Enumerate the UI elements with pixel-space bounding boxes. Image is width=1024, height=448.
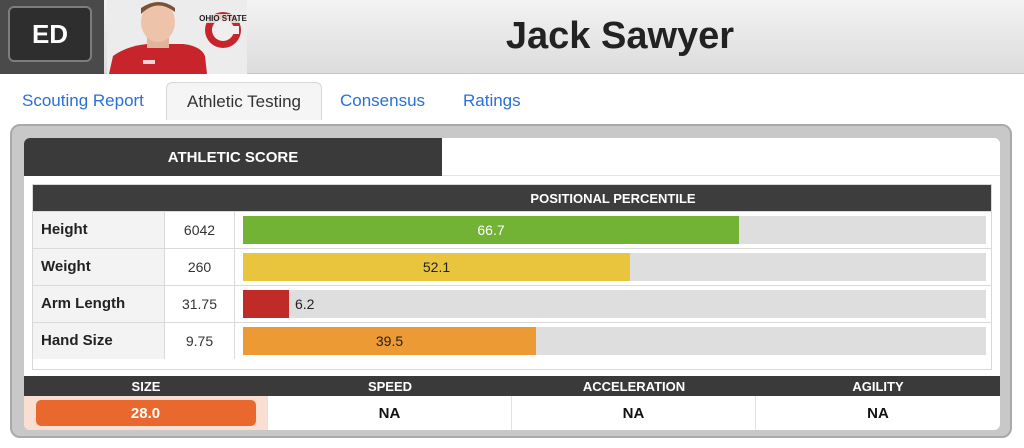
table-header-left [33,185,235,211]
measurement-label: Height [33,212,165,248]
percentile-value: 66.7 [477,222,505,238]
score-value: NA [512,396,756,430]
score-cell: 28.0 [24,396,268,430]
percentile-value: 52.1 [422,259,451,275]
player-photo: OHIO STATE [107,0,247,74]
score-label: AGILITY [756,376,1000,396]
tab-ratings[interactable]: Ratings [463,91,521,110]
tab-bar: Scouting Report Athletic Testing Consens… [0,82,1024,120]
size-score-pill: 28.0 [35,400,256,426]
ohio-state-logo: OHIO STATE [199,12,247,48]
positional-percentile-header: POSITIONAL PERCENTILE [235,185,991,211]
score-acceleration: ACCELERATION NA [512,376,756,430]
athletic-score-summary: SIZE 28.0 SPEED NA ACCELERATION NA AGILI… [24,376,1000,430]
score-label: ACCELERATION [512,376,756,396]
tab-scouting-report[interactable]: Scouting Report [22,91,144,110]
position-badge: ED [0,0,104,74]
measurement-value: 6042 [165,212,235,248]
score-value: NA [268,396,512,430]
player-header: ED OHIO STATE Jack Sawyer [0,0,1024,74]
measurement-value: 9.75 [165,323,235,359]
svg-text:OHIO STATE: OHIO STATE [199,14,247,23]
percentile-bar [243,327,536,355]
percentile-track: 39.5 [243,327,986,355]
percentile-bar [243,216,739,244]
measurement-value: 260 [165,249,235,285]
measurement-value: 31.75 [165,286,235,322]
percentile-track: 52.1 [243,253,986,281]
percentile-track: 66.7 [243,216,986,244]
measurement-label: Arm Length [33,286,165,322]
percentile-value: 6.2 [295,296,315,312]
measurements-table: POSITIONAL PERCENTILE Height 6042 66.7 W… [32,184,992,370]
measurement-label: Hand Size [33,323,165,359]
measurement-row-weight: Weight 260 52.1 [33,248,991,285]
tab-consensus[interactable]: Consensus [340,91,426,110]
athletic-testing-panel: ATHLETIC SCORE POSITIONAL PERCENTILE Hei… [10,124,1012,438]
percentile-bar [243,253,630,281]
position-label: ED [8,6,92,62]
measurement-row-hand-size: Hand Size 9.75 39.5 [33,322,991,359]
tab-athletic-testing[interactable]: Athletic Testing [166,82,322,120]
athletic-score-header: ATHLETIC SCORE [24,138,442,176]
player-name: Jack Sawyer [505,14,735,57]
score-speed: SPEED NA [268,376,512,430]
measurement-label: Weight [33,249,165,285]
score-label: SIZE [24,376,268,396]
measurement-row-arm-length: Arm Length 31.75 6.2 [33,285,991,322]
score-size: SIZE 28.0 [24,376,268,430]
score-label: SPEED [268,376,512,396]
player-headshot-image: OHIO STATE [107,0,247,74]
percentile-bar [243,290,289,318]
measurement-row-height: Height 6042 66.7 [33,211,991,248]
score-agility: AGILITY NA [756,376,1000,430]
header-spacer [442,138,1000,176]
percentile-track: 6.2 [243,290,986,318]
score-value: NA [867,404,889,422]
panel-content: ATHLETIC SCORE POSITIONAL PERCENTILE Hei… [24,138,1000,430]
percentile-value: 39.5 [375,333,404,349]
